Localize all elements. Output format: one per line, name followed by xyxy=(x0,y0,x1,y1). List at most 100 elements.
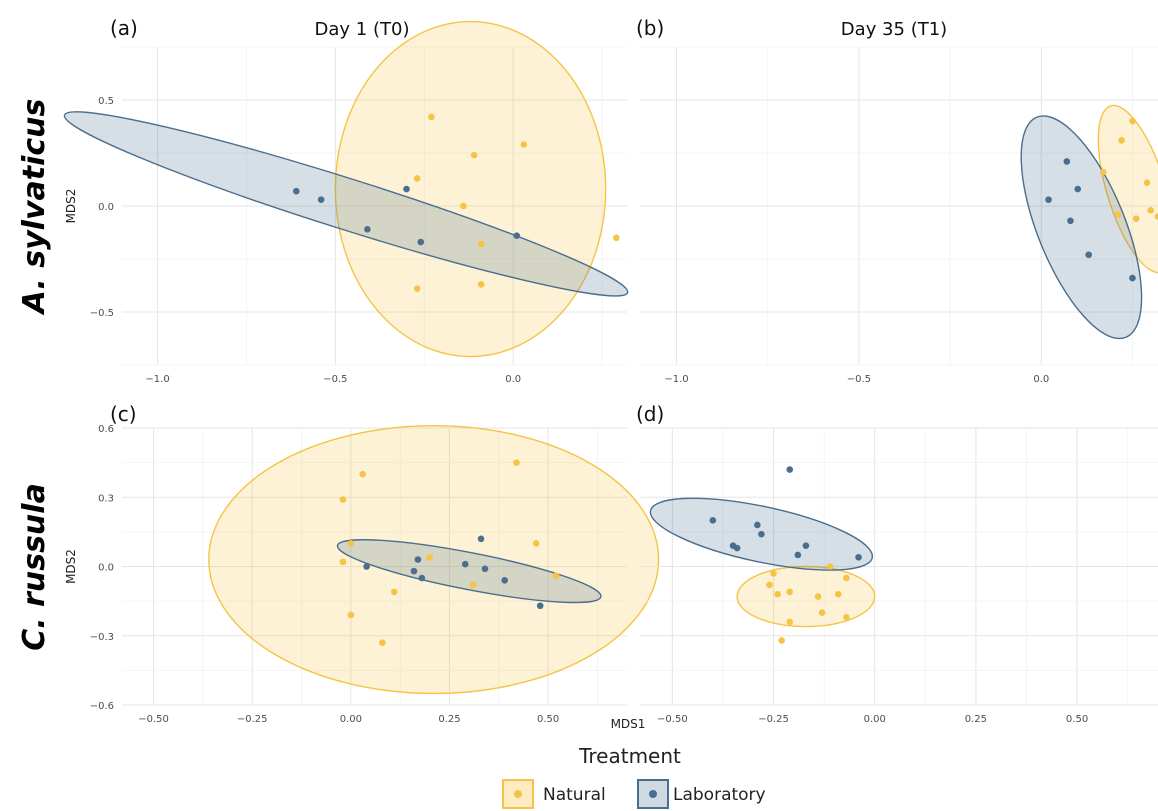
x-tick-label: 0.0 xyxy=(1033,374,1049,385)
x-tick-label: 0.25 xyxy=(965,714,987,725)
point-laboratory xyxy=(794,551,802,559)
panel-label: (d) xyxy=(636,402,664,426)
legend-point-natural xyxy=(514,790,522,798)
ellipse-laboratory xyxy=(1020,115,1143,340)
ellipse-natural xyxy=(1097,104,1158,274)
point-laboratory xyxy=(477,535,485,543)
point-natural xyxy=(843,574,850,582)
x-tick-label: 0.00 xyxy=(340,714,362,725)
point-natural xyxy=(347,540,355,547)
point-laboratory xyxy=(802,542,810,550)
x-tick-label: −0.5 xyxy=(323,374,347,385)
point-natural xyxy=(413,175,421,182)
point-laboratory xyxy=(855,553,862,561)
point-natural xyxy=(532,540,540,547)
point-laboratory xyxy=(1085,251,1092,259)
point-laboratory xyxy=(1045,196,1052,203)
point-natural xyxy=(379,639,386,646)
row-title-a-sylvaticus: A. sylvaticus xyxy=(17,99,52,316)
point-natural xyxy=(1143,179,1151,186)
point-laboratory xyxy=(1063,158,1071,165)
panel-label: (b) xyxy=(636,16,664,40)
point-natural xyxy=(1147,206,1155,214)
x-tick-label: 0.25 xyxy=(438,714,460,725)
row-title-c-russula: C. russula xyxy=(17,483,52,651)
y-tick-label: 0.0 xyxy=(98,202,114,213)
column-title-day35: Day 35 (T1) xyxy=(841,19,947,40)
point-laboratory xyxy=(758,530,765,538)
point-natural xyxy=(778,637,785,644)
point-natural xyxy=(1129,117,1136,125)
point-natural xyxy=(1132,215,1140,223)
point-natural xyxy=(460,202,467,210)
point-natural xyxy=(513,459,520,466)
y-tick-label: −0.3 xyxy=(90,632,114,643)
x-tick-label: −0.25 xyxy=(237,714,268,725)
point-laboratory xyxy=(754,521,761,529)
y-tick-label: 0.3 xyxy=(98,493,114,504)
legend-point-laboratory xyxy=(649,790,657,798)
panels: −1.0 −0.5 0.0 −0.5 0.0 0.5 (a) MDS2 −1.0 −0.5 0.0 (… xyxy=(63,16,1158,725)
point-laboratory xyxy=(1067,217,1074,225)
point-natural xyxy=(1099,168,1107,176)
point-natural xyxy=(613,234,620,242)
y-tick-label: 0.6 xyxy=(98,424,114,435)
x-tick-label: −1.0 xyxy=(145,374,169,385)
legend-item-natural: Natural xyxy=(502,779,606,809)
point-laboratory xyxy=(417,238,425,246)
x-tick-label: 0.50 xyxy=(537,714,559,725)
point-laboratory xyxy=(418,574,426,582)
y-tick-label: −0.6 xyxy=(90,701,114,712)
x-tick-label: −0.25 xyxy=(758,714,789,725)
ellipse-natural xyxy=(334,20,607,358)
y-tick-label: 0.5 xyxy=(98,96,114,107)
point-laboratory xyxy=(1129,274,1136,282)
point-natural xyxy=(770,570,777,577)
point-natural xyxy=(426,553,434,561)
x-tick-label: −0.50 xyxy=(657,714,688,725)
point-natural xyxy=(477,240,485,248)
panel-b: −1.0 −0.5 0.0 (b) xyxy=(636,16,1158,385)
point-laboratory xyxy=(709,517,717,524)
point-laboratory xyxy=(292,187,300,195)
x-axis-title: MDS1 xyxy=(611,717,646,731)
legend-title: Treatment xyxy=(578,744,681,768)
point-laboratory xyxy=(536,602,544,610)
legend: Treatment Natural Laboratory xyxy=(502,744,766,809)
point-natural xyxy=(359,470,366,478)
point-natural xyxy=(834,590,842,598)
panel-label: (a) xyxy=(110,16,138,40)
point-natural xyxy=(552,572,560,580)
x-tick-label: −0.50 xyxy=(138,714,169,725)
y-axis-title: MDS2 xyxy=(64,549,78,584)
x-tick-label: 0.0 xyxy=(505,374,521,385)
point-natural xyxy=(814,593,822,600)
point-natural xyxy=(339,496,347,503)
point-natural xyxy=(390,588,398,596)
x-tick-label: −0.5 xyxy=(847,374,871,385)
x-tick-label: 0.00 xyxy=(864,714,886,725)
column-title-day1: Day 1 (T0) xyxy=(315,19,410,40)
point-natural xyxy=(843,613,850,621)
point-natural xyxy=(826,563,834,570)
point-natural xyxy=(786,588,794,596)
point-natural xyxy=(766,581,773,589)
point-natural xyxy=(477,281,485,288)
point-natural xyxy=(469,581,477,589)
point-laboratory xyxy=(317,196,325,203)
point-laboratory xyxy=(364,226,371,233)
point-laboratory xyxy=(513,232,521,239)
point-laboratory xyxy=(733,544,741,552)
panel-a: −1.0 −0.5 0.0 −0.5 0.0 0.5 (a) MDS2 xyxy=(63,16,629,385)
point-natural xyxy=(347,611,355,619)
point-natural xyxy=(1114,211,1122,218)
x-tick-label: −1.0 xyxy=(664,374,688,385)
point-laboratory xyxy=(786,466,794,473)
legend-item-laboratory: Laboratory xyxy=(637,779,766,809)
ellipse-laboratory xyxy=(63,111,629,297)
legend-label-natural: Natural xyxy=(543,785,606,805)
ellipse-natural xyxy=(736,565,876,628)
point-natural xyxy=(339,558,347,566)
ellipse-natural xyxy=(208,424,660,695)
